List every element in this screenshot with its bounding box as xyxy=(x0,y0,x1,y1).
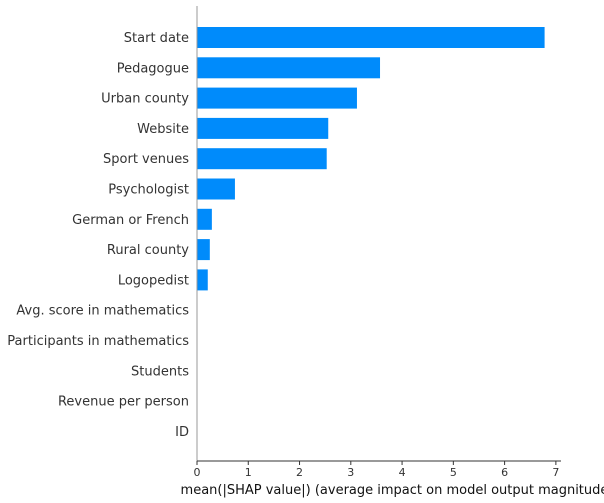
category-label-revenue-per-person: Revenue per person xyxy=(58,395,189,410)
category-label-participants-in-mathematics: Participants in mathematics xyxy=(7,334,189,349)
x-tick-label: 7 xyxy=(552,466,559,479)
category-label-start-date: Start date xyxy=(124,31,189,46)
category-label-urban-county: Urban county xyxy=(101,92,189,107)
bar-rural-county xyxy=(197,239,210,261)
x-tick-label: 1 xyxy=(245,466,252,479)
x-axis-ticks: 0 1 2 3 4 5 6 7 xyxy=(194,461,559,479)
bar-logopedist xyxy=(197,269,208,291)
x-tick-label: 4 xyxy=(399,466,406,479)
bar-website xyxy=(197,117,329,139)
bar-sport-venues xyxy=(197,148,327,170)
x-tick-label: 5 xyxy=(450,466,457,479)
x-axis-title: mean(|SHAP value|) (average impact on mo… xyxy=(181,483,604,498)
x-tick-label: 3 xyxy=(347,466,354,479)
bar-urban-county xyxy=(197,87,357,109)
x-tick-label: 6 xyxy=(501,466,508,479)
bar-psychologist xyxy=(197,178,235,200)
bar-start-date xyxy=(197,27,545,48)
category-label-rural-county: Rural county xyxy=(107,243,189,258)
bars-group xyxy=(197,27,545,291)
bar-pedagogue xyxy=(197,57,381,79)
category-labels: Start date Pedagogue Urban county Website Sp… xyxy=(7,31,189,440)
x-tick-label: 0 xyxy=(194,466,201,479)
bar-german-or-french xyxy=(197,208,212,230)
category-label-sport-venues: Sport venues xyxy=(103,152,189,167)
x-tick-label: 2 xyxy=(296,466,303,479)
category-label-id: ID xyxy=(175,425,189,440)
category-label-pedagogue: Pedagogue xyxy=(117,61,189,76)
category-label-website: Website xyxy=(137,122,189,137)
category-label-students: Students xyxy=(131,364,189,379)
category-label-psychologist: Psychologist xyxy=(108,183,189,198)
category-label-avg-score-in-mathematics: Avg. score in mathematics xyxy=(16,304,189,319)
category-label-logopedist: Logopedist xyxy=(118,273,189,288)
category-label-german-or-french: German or French xyxy=(72,213,189,228)
